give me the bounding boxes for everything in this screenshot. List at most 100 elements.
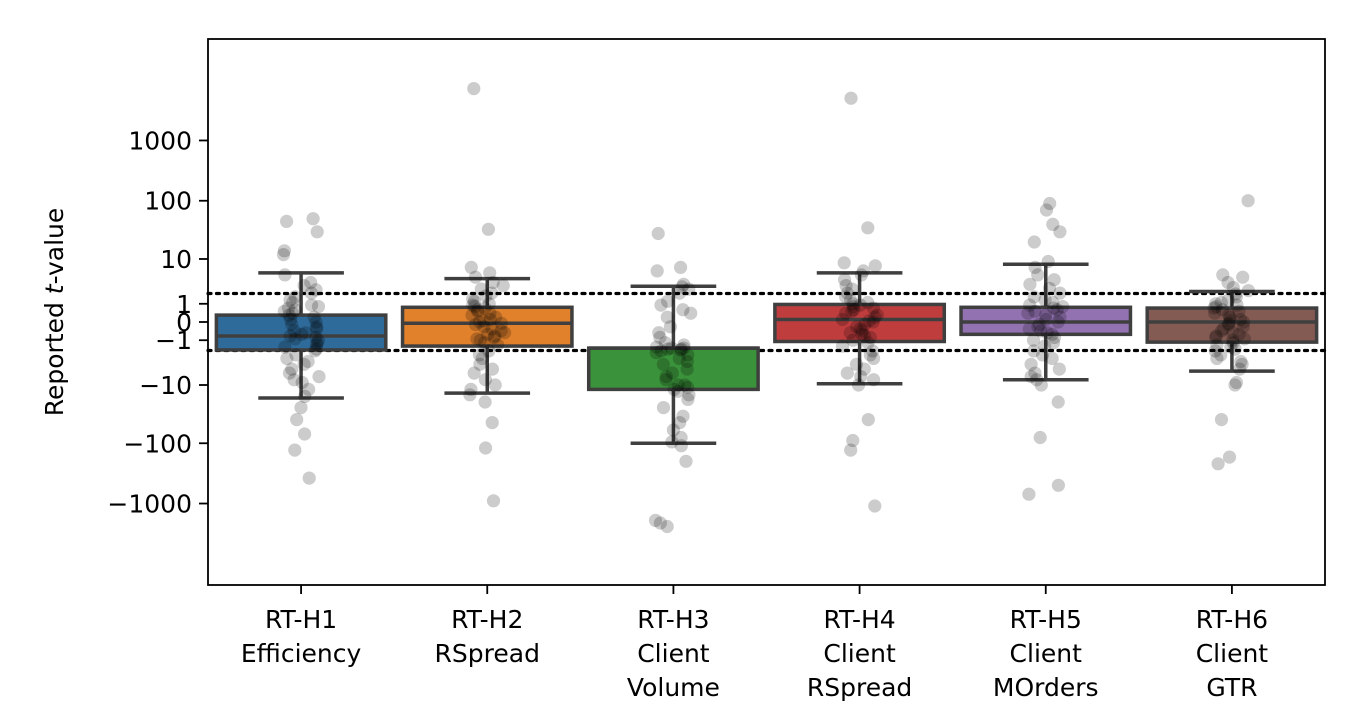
point-3-27 <box>672 351 686 365</box>
point-1-5 <box>276 248 291 262</box>
point-5-24 <box>1039 312 1053 327</box>
point-3-31 <box>665 366 679 380</box>
x-tick-label-2: RT-H2 RSpread <box>435 605 540 668</box>
point-3-37 <box>667 382 681 396</box>
point-3-21 <box>674 342 689 356</box>
point-4-28 <box>853 322 867 336</box>
point-6-38 <box>1208 344 1222 358</box>
point-3-9 <box>654 298 668 312</box>
point-4-35 <box>861 336 875 350</box>
point-6-30 <box>1209 329 1223 343</box>
reference-lines <box>206 291 1327 353</box>
point-3-11 <box>684 306 698 320</box>
point-2-46 <box>464 382 478 396</box>
point-3-16 <box>658 336 672 350</box>
point-1-34 <box>310 336 324 350</box>
point-4-4 <box>868 259 882 273</box>
point-1-24 <box>285 317 299 332</box>
point-5-10 <box>1023 277 1037 291</box>
point-3-12 <box>660 310 674 324</box>
point-3-17 <box>677 338 691 352</box>
point-6-6 <box>1241 284 1255 298</box>
point-5-39 <box>1024 357 1038 371</box>
point-4-29 <box>855 324 869 338</box>
point-3-28 <box>680 354 694 369</box>
point-2-7 <box>496 279 510 293</box>
point-4-49 <box>868 499 882 513</box>
point-5-2 <box>1039 203 1054 217</box>
x-tick-label-line: GTR <box>1206 673 1257 702</box>
point-5-12 <box>1053 286 1067 300</box>
point-1-33 <box>311 333 325 347</box>
point-5-16 <box>1023 298 1037 312</box>
point-2-9 <box>485 286 499 300</box>
point-2-32 <box>488 329 502 343</box>
y-tick-label-2: 10 <box>160 245 192 274</box>
point-6-36 <box>1224 340 1238 354</box>
point-3-46 <box>665 435 679 449</box>
point-3-1 <box>651 226 665 241</box>
point-3-50 <box>653 516 668 530</box>
point-3-23 <box>674 343 688 357</box>
point-3-42 <box>676 409 690 423</box>
point-6-22 <box>1237 315 1251 329</box>
x-tick-label-line: Client <box>1196 639 1269 668</box>
point-3-6 <box>682 282 696 296</box>
plot-area <box>207 38 1326 586</box>
point-6-25 <box>1236 320 1250 334</box>
y-axis-label-suffix: -value <box>40 208 69 285</box>
point-1-15 <box>311 300 326 314</box>
x-tick-label-line: RT-H2 <box>451 605 523 634</box>
y-axis-label-prefix: Reported <box>40 294 69 416</box>
box-iqr <box>586 346 760 392</box>
point-2-35 <box>473 333 487 347</box>
point-5-46 <box>1033 430 1047 445</box>
point-1-46 <box>287 373 301 387</box>
point-2-25 <box>494 316 508 330</box>
point-2-11 <box>466 292 480 306</box>
point-5-37 <box>1036 348 1050 362</box>
point-2-28 <box>485 322 499 336</box>
point-6-5 <box>1226 281 1240 295</box>
point-1-28 <box>299 326 313 340</box>
point-1-42 <box>297 357 311 371</box>
point-2-5 <box>468 270 483 284</box>
point-3-41 <box>656 401 671 415</box>
point-4-14 <box>846 297 860 311</box>
point-6-40 <box>1210 351 1224 365</box>
point-1-35 <box>310 338 324 352</box>
point-6-23 <box>1222 316 1236 330</box>
point-6-11 <box>1209 297 1223 311</box>
point-2-19 <box>483 306 497 320</box>
point-6-44 <box>1229 375 1243 390</box>
point-1-9 <box>309 283 323 297</box>
point-5-47 <box>1051 478 1065 492</box>
point-1-6 <box>278 268 292 282</box>
point-5-36 <box>1027 344 1041 358</box>
point-4-46 <box>861 413 875 427</box>
point-1-45 <box>312 370 326 384</box>
point-3-22 <box>661 342 675 356</box>
point-6-18 <box>1222 308 1236 322</box>
point-1-21 <box>307 310 321 324</box>
point-5-15 <box>1046 295 1060 310</box>
point-2-48 <box>478 395 492 409</box>
x-tick-label-5: RT-H5 Client MOrders <box>993 605 1099 702</box>
point-5-48 <box>1022 487 1036 501</box>
point-5-45 <box>1051 395 1065 409</box>
point-6-13 <box>1209 300 1223 314</box>
point-6-41 <box>1234 354 1248 369</box>
y-axis-label-italic: t <box>40 283 69 294</box>
point-5-1 <box>1043 196 1057 211</box>
point-1-1 <box>280 214 294 228</box>
point-5-3 <box>1046 217 1060 231</box>
point-5-33 <box>1026 333 1041 347</box>
point-3-38 <box>671 384 685 398</box>
point-4-2 <box>861 221 875 235</box>
point-1-40 <box>280 351 294 365</box>
point-1-41 <box>301 354 315 369</box>
point-1-30 <box>283 329 297 343</box>
point-3-43 <box>673 416 687 430</box>
point-6-43 <box>1233 362 1247 376</box>
